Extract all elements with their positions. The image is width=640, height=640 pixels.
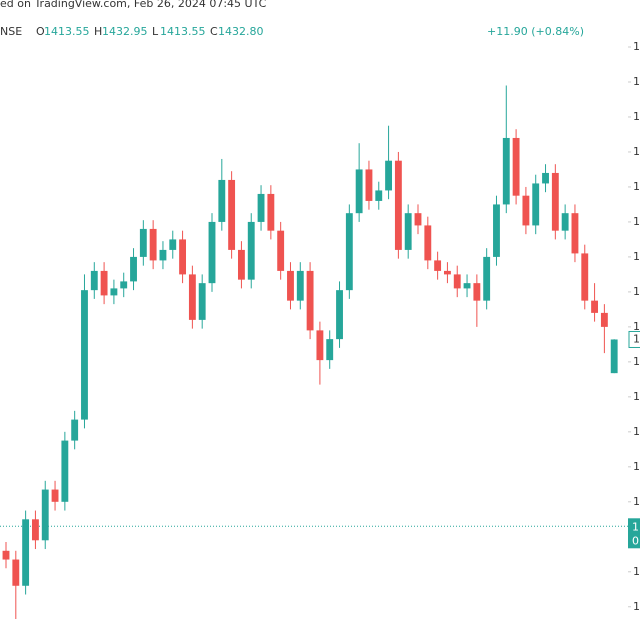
candle-body bbox=[336, 290, 343, 340]
y-tick-label: 1 bbox=[633, 40, 640, 53]
y-tick-label: 1 bbox=[633, 600, 640, 613]
candle-body bbox=[22, 519, 30, 586]
symbol: NSE bbox=[0, 25, 22, 38]
y-tick-label: 1 bbox=[633, 180, 640, 193]
candle-body bbox=[198, 283, 206, 320]
ohlc-value: 1413.55 bbox=[44, 25, 90, 38]
attribution: ed on TradingView.com, Feb 26, 2024 07:4… bbox=[0, 0, 267, 10]
candle-body bbox=[542, 172, 549, 184]
candle-body bbox=[51, 489, 59, 502]
candle-body bbox=[610, 339, 618, 374]
candle-body bbox=[551, 172, 559, 231]
candle-body bbox=[188, 274, 196, 320]
ohlc-value: 1413.55 bbox=[160, 25, 206, 38]
candle-body bbox=[296, 270, 304, 301]
candle-body bbox=[2, 550, 10, 560]
candle-body bbox=[159, 249, 167, 261]
candle-body bbox=[247, 221, 255, 280]
y-tick-label: 1 bbox=[633, 495, 640, 508]
candle-body bbox=[267, 193, 275, 231]
candle-body bbox=[385, 160, 393, 191]
candle-body bbox=[287, 270, 294, 301]
y-tick-label: 1 bbox=[633, 215, 640, 228]
ohlc-value: 1432.95 bbox=[102, 25, 148, 38]
ohlc-key: C bbox=[210, 25, 218, 38]
candle-body bbox=[463, 283, 471, 289]
candle-body bbox=[130, 256, 137, 282]
candle-body bbox=[41, 489, 49, 541]
candle-body bbox=[394, 160, 402, 250]
reference-label: 1 bbox=[632, 520, 639, 533]
candle-body bbox=[483, 256, 491, 301]
candle-body bbox=[12, 559, 20, 586]
candle-body bbox=[149, 228, 157, 261]
candle-body bbox=[424, 225, 432, 261]
ohlc-key: O bbox=[36, 25, 45, 38]
candle-body bbox=[120, 281, 128, 289]
candle-body bbox=[345, 213, 353, 291]
candle-body bbox=[100, 270, 108, 296]
ohlc-key: L bbox=[152, 25, 159, 38]
ohlc-key: H bbox=[94, 25, 102, 38]
candle-body bbox=[218, 179, 226, 222]
candle-body bbox=[591, 300, 599, 313]
candle-body bbox=[502, 137, 510, 205]
candle-body bbox=[355, 169, 363, 214]
candle-body bbox=[581, 253, 589, 301]
candle-body bbox=[90, 270, 98, 291]
y-tick-label: 1 bbox=[633, 565, 640, 578]
candle-body bbox=[434, 260, 442, 271]
candle-body bbox=[31, 519, 39, 541]
candle-body bbox=[522, 195, 530, 226]
candle-body bbox=[208, 221, 216, 284]
candle-body bbox=[532, 183, 540, 226]
y-tick-label: 1 bbox=[633, 460, 640, 473]
candle-body bbox=[139, 228, 147, 257]
reference-box bbox=[628, 518, 640, 549]
candle-body bbox=[306, 270, 314, 331]
candle-body bbox=[326, 339, 334, 361]
candle-body bbox=[228, 179, 236, 250]
candle-body bbox=[375, 190, 383, 201]
candle-body bbox=[453, 274, 461, 289]
y-tick-label: 1 bbox=[633, 320, 640, 333]
candle-body bbox=[257, 193, 265, 222]
candle-body bbox=[512, 137, 520, 196]
candle-body bbox=[71, 419, 79, 441]
candle-body bbox=[443, 270, 451, 275]
y-tick-label: 1 bbox=[633, 390, 640, 403]
candle-body bbox=[571, 213, 579, 254]
candle-body bbox=[414, 213, 422, 226]
candle-body bbox=[61, 440, 69, 502]
ohlc-value: 1432.80 bbox=[218, 25, 264, 38]
last-price-label: 1 bbox=[633, 332, 640, 345]
y-tick-label: 1 bbox=[633, 145, 640, 158]
candle-body bbox=[473, 283, 481, 301]
y-tick-label: 1 bbox=[633, 110, 640, 123]
candle-body bbox=[81, 290, 88, 420]
candle-body bbox=[561, 213, 569, 231]
candle-body bbox=[316, 330, 324, 361]
candle-body bbox=[169, 239, 177, 250]
change: +11.90 (+0.84%) bbox=[487, 25, 584, 38]
candle-body bbox=[404, 213, 412, 250]
candle-body bbox=[110, 288, 118, 296]
candle-body bbox=[600, 312, 608, 327]
y-tick-label: 1 bbox=[633, 250, 640, 263]
reference-label: 0 bbox=[632, 534, 639, 547]
candle-body bbox=[493, 204, 500, 257]
y-tick-label: 1 bbox=[633, 355, 640, 368]
last-price-box bbox=[628, 330, 640, 348]
candle-body bbox=[179, 239, 187, 275]
candle-body bbox=[237, 249, 245, 280]
y-tick-label: 1 bbox=[633, 285, 640, 298]
candle-body bbox=[277, 230, 285, 271]
y-tick-label: 1 bbox=[633, 425, 640, 438]
y-tick-label: 1 bbox=[633, 75, 640, 88]
candle-body bbox=[365, 169, 373, 201]
